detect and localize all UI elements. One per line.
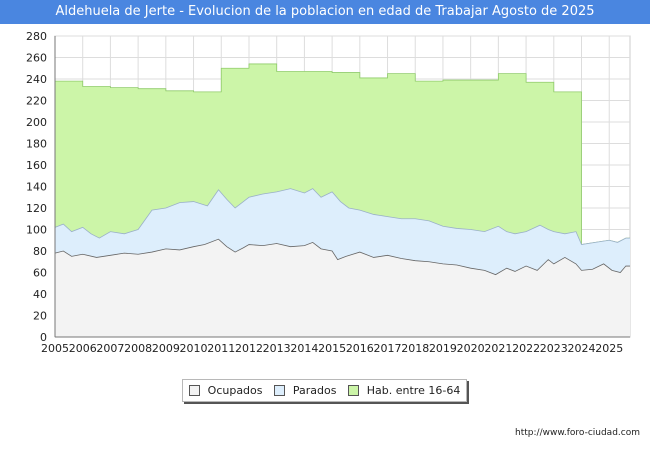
x-tick-label: 2023	[540, 342, 568, 355]
series-areas	[54, 63, 630, 337]
y-tick-label: 0	[40, 331, 47, 344]
legend-item-hab: Hab. entre 16-64	[347, 384, 461, 397]
legend-label-hab: Hab. entre 16-64	[366, 384, 461, 397]
x-tick-label: 2015	[318, 342, 346, 355]
axes	[54, 36, 630, 338]
y-tick-labels: 0 20 40 60 80 100 120 140 160 180 200 220 240 260 280	[26, 30, 47, 344]
legend-swatch-hab	[347, 385, 359, 396]
legend-item-parados: Parados	[273, 384, 337, 397]
x-tick-label: 2017	[374, 342, 402, 355]
x-tick-label: 2025	[595, 342, 623, 355]
y-tick-label: 100	[26, 224, 47, 237]
area-ocupados	[55, 239, 630, 337]
x-tick-label: 2006	[69, 342, 97, 355]
x-tick-label: 2005	[41, 342, 69, 355]
x-tick-label: 2022	[512, 342, 540, 355]
y-tick-label: 220	[26, 95, 47, 108]
x-tick-label: 2018	[401, 342, 429, 355]
line-ocupados	[54, 238, 630, 276]
line-hab	[55, 63, 630, 246]
y-tick-label: 160	[26, 159, 47, 172]
x-tick-label: 2014	[290, 342, 318, 355]
y-tick-label: 40	[33, 288, 47, 301]
legend-label-ocupados: Ocupados	[207, 384, 263, 397]
chart-title: Aldehuela de Jerte - Evolucion de la pob…	[0, 0, 650, 24]
y-tick-label: 180	[26, 138, 47, 151]
y-tick-label: 60	[33, 267, 47, 280]
x-tick-labels: 2005 2006 2007 2008 2009 2010 2011 2012 2013 2014…	[41, 342, 623, 355]
y-tick-label: 280	[26, 30, 47, 43]
legend-item-ocupados: Ocupados	[188, 384, 263, 397]
x-tick-label: 2013	[263, 342, 291, 355]
legend-swatch-ocupados	[188, 385, 200, 396]
x-tick-label: 2012	[235, 342, 263, 355]
x-tick-label: 2010	[180, 342, 208, 355]
legend-label-parados: Parados	[292, 384, 337, 397]
y-tick-label: 20	[33, 310, 47, 323]
y-tick-label: 80	[33, 245, 47, 258]
line-parados	[54, 188, 630, 245]
x-tick-label: 2019	[429, 342, 457, 355]
x-tick-label: 2011	[207, 342, 235, 355]
x-tick-label: 2024	[568, 342, 596, 355]
x-tick-label: 2016	[346, 342, 374, 355]
y-tick-label: 120	[26, 202, 47, 215]
source-url: http://www.foro-ciudad.com	[515, 428, 640, 438]
y-tick-label: 240	[26, 73, 47, 86]
x-tick-label: 2009	[152, 342, 180, 355]
y-tick-label: 260	[26, 52, 47, 65]
x-tick-label: 2007	[96, 342, 124, 355]
y-tick-label: 140	[26, 181, 47, 194]
x-tick-label: 2008	[124, 342, 152, 355]
x-tick-label: 2021	[484, 342, 512, 355]
legend-swatch-parados	[273, 385, 285, 396]
y-tick-label: 200	[26, 116, 47, 129]
x-tick-label: 2020	[457, 342, 485, 355]
legend: Ocupados Parados Hab. entre 16-64	[182, 379, 467, 402]
